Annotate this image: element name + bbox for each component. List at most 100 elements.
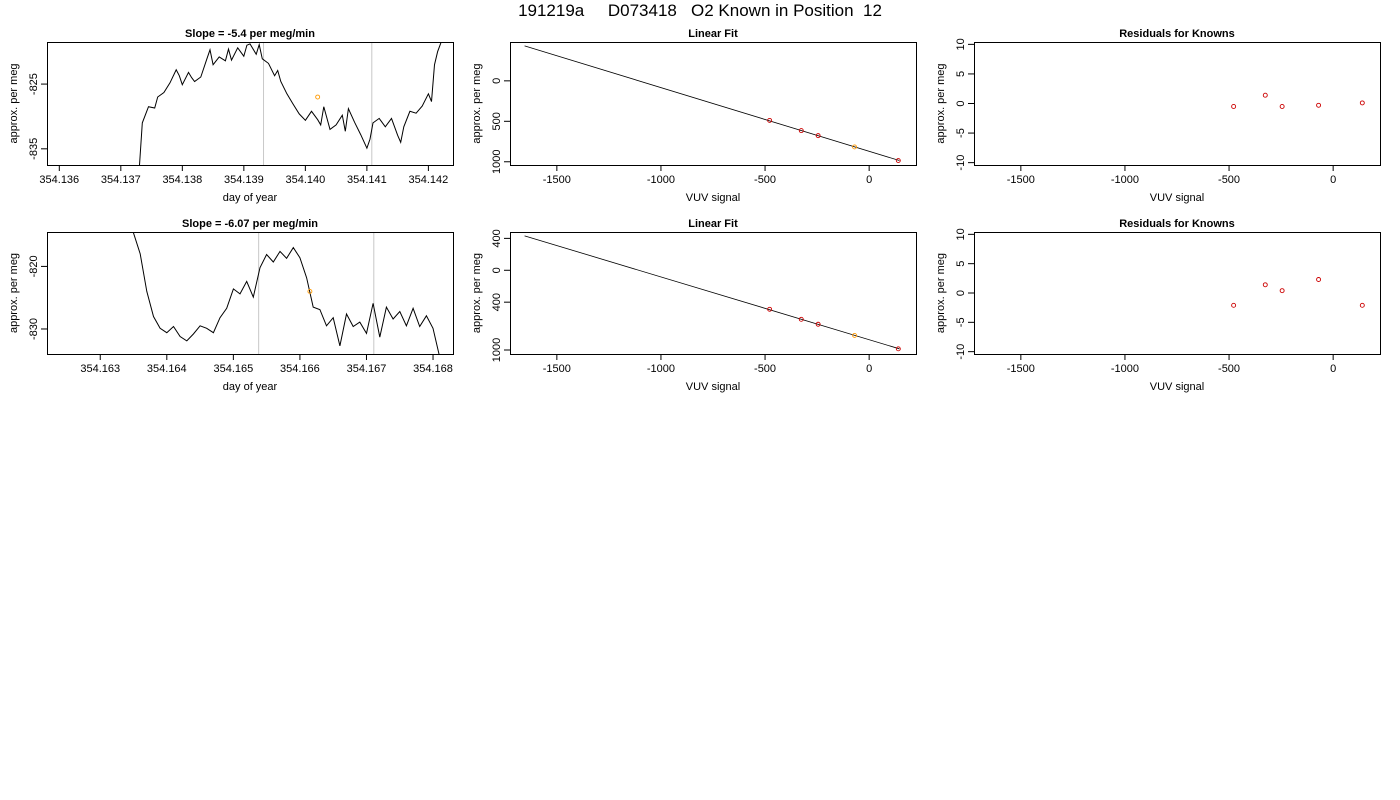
y-axis-label: approx. per meg (471, 63, 483, 143)
x-tick-label: 354.166 (280, 363, 320, 375)
x-tick-label: 0 (1330, 174, 1336, 186)
data-point (1359, 100, 1365, 106)
y-tick-label: 400 (491, 293, 503, 311)
x-axis-label: day of year (223, 192, 278, 204)
y-tick-label: -835 (28, 138, 40, 160)
chart-title: Linear Fit (688, 28, 738, 40)
fit-line (524, 235, 900, 350)
data-point (852, 332, 858, 338)
plot-area (524, 45, 901, 163)
plot-area (524, 235, 901, 352)
y-axis-label: approx. per meg (8, 253, 20, 333)
y-tick-label: -5 (955, 317, 967, 327)
x-tick-label: 354.168 (413, 363, 453, 375)
data-point (1279, 104, 1285, 109)
y-axis-label: approx. per meg (935, 63, 947, 143)
x-tick-label: -500 (1218, 363, 1240, 375)
x-tick-label: 354.138 (162, 174, 202, 186)
page-title: 191219a D073418 O2 Known in Position 12 (518, 1, 882, 20)
x-axis-label: VUV signal (686, 381, 740, 393)
data-point (1279, 288, 1285, 294)
plot-frame (510, 42, 917, 166)
plot-frame (47, 42, 454, 166)
data-point (1231, 104, 1237, 109)
x-tick-label: -500 (754, 174, 776, 186)
data-point (1359, 302, 1365, 308)
x-tick-label: 354.165 (213, 363, 253, 375)
x-tick-label: 354.167 (347, 363, 387, 375)
y-tick-label: -10 (955, 344, 967, 360)
plot-frame (47, 232, 454, 355)
y-tick-label: 5 (955, 261, 967, 267)
chart-res1: Residuals for Knowns -1500 -1000 -500 0 10 5 0 -… (935, 28, 1381, 204)
y-axis-label: approx. per meg (8, 63, 20, 143)
data-point (1316, 277, 1322, 282)
chart-title: Residuals for Knowns (1119, 28, 1235, 40)
x-tick-label: 354.140 (285, 174, 325, 186)
y-tick-label: 1000 (491, 150, 503, 174)
x-tick-label: -500 (1218, 174, 1240, 186)
plot-area (132, 232, 440, 354)
x-tick-label: 354.164 (147, 363, 187, 375)
x-tick-label: 0 (1330, 363, 1336, 375)
y-tick-label: 0 (955, 290, 967, 296)
chart-ts2: Slope = -6.07 per meg/min 354.163 354.164 3… (8, 218, 454, 393)
data-point (767, 306, 773, 312)
chart-title: Slope = -5.4 per meg/min (185, 28, 315, 40)
y-tick-label: 500 (491, 112, 503, 130)
x-tick-label: 354.139 (224, 174, 264, 186)
data-point (895, 158, 901, 163)
x-tick-label: 354.141 (347, 174, 387, 186)
chart-title: Residuals for Knowns (1119, 218, 1235, 230)
x-axis-label: VUV signal (1150, 192, 1204, 204)
y-tick-label: 10 (955, 228, 967, 240)
x-tick-label: 354.163 (80, 363, 120, 375)
y-tick-label: 0 (491, 78, 503, 84)
series-line (139, 42, 442, 165)
x-tick-label: 354.136 (39, 174, 79, 186)
x-tick-label: -500 (754, 363, 776, 375)
x-tick-label: -1000 (1111, 174, 1139, 186)
x-tick-label: 0 (866, 363, 872, 375)
plot-frame (974, 232, 1381, 355)
highlight-point (307, 288, 313, 294)
data-point (1231, 302, 1237, 308)
data-point (798, 316, 804, 322)
y-tick-label: -10 (955, 155, 967, 171)
chart-fit1: Linear Fit -1500 -1000 -500 0 0 500 1000 VUV sig… (471, 28, 917, 204)
data-point (852, 144, 858, 150)
x-tick-label: -1500 (1007, 174, 1035, 186)
y-tick-label: 5 (955, 71, 967, 77)
x-tick-label: -1000 (647, 363, 675, 375)
chart-ts1: Slope = -5.4 per meg/min 354.136 354.137 35… (8, 28, 454, 204)
y-tick-label: -820 (28, 255, 40, 277)
highlight-point (315, 94, 321, 100)
x-tick-label: -1500 (543, 174, 571, 186)
fit-line (524, 45, 900, 161)
data-point (815, 321, 821, 327)
y-axis-label: approx. per meg (935, 253, 947, 333)
plot-frame (974, 42, 1381, 166)
x-tick-label: 354.137 (101, 174, 141, 186)
y-axis-label: approx. per meg (471, 253, 483, 333)
data-point (798, 128, 804, 134)
chart-res2: Residuals for Knowns -1500 -1000 -500 0 10 5 0 -… (935, 218, 1381, 393)
y-tick-label: 1000 (491, 338, 503, 362)
x-tick-label: -1000 (647, 174, 675, 186)
chart-fit2: Linear Fit -1500 -1000 -500 0 400 0 400 1000 VUV … (471, 218, 917, 393)
data-point (1262, 92, 1268, 98)
data-point (1316, 102, 1322, 108)
x-tick-label: -1500 (543, 363, 571, 375)
data-point (815, 133, 821, 139)
data-point (895, 346, 901, 352)
plot-area (139, 42, 442, 165)
x-tick-label: 0 (866, 174, 872, 186)
x-axis-label: day of year (223, 381, 278, 393)
plot-area (1231, 92, 1365, 109)
series-line (132, 232, 440, 354)
y-tick-label: 10 (955, 38, 967, 50)
x-tick-label: 354.142 (409, 174, 449, 186)
data-point (767, 117, 773, 123)
data-point (1262, 282, 1268, 288)
